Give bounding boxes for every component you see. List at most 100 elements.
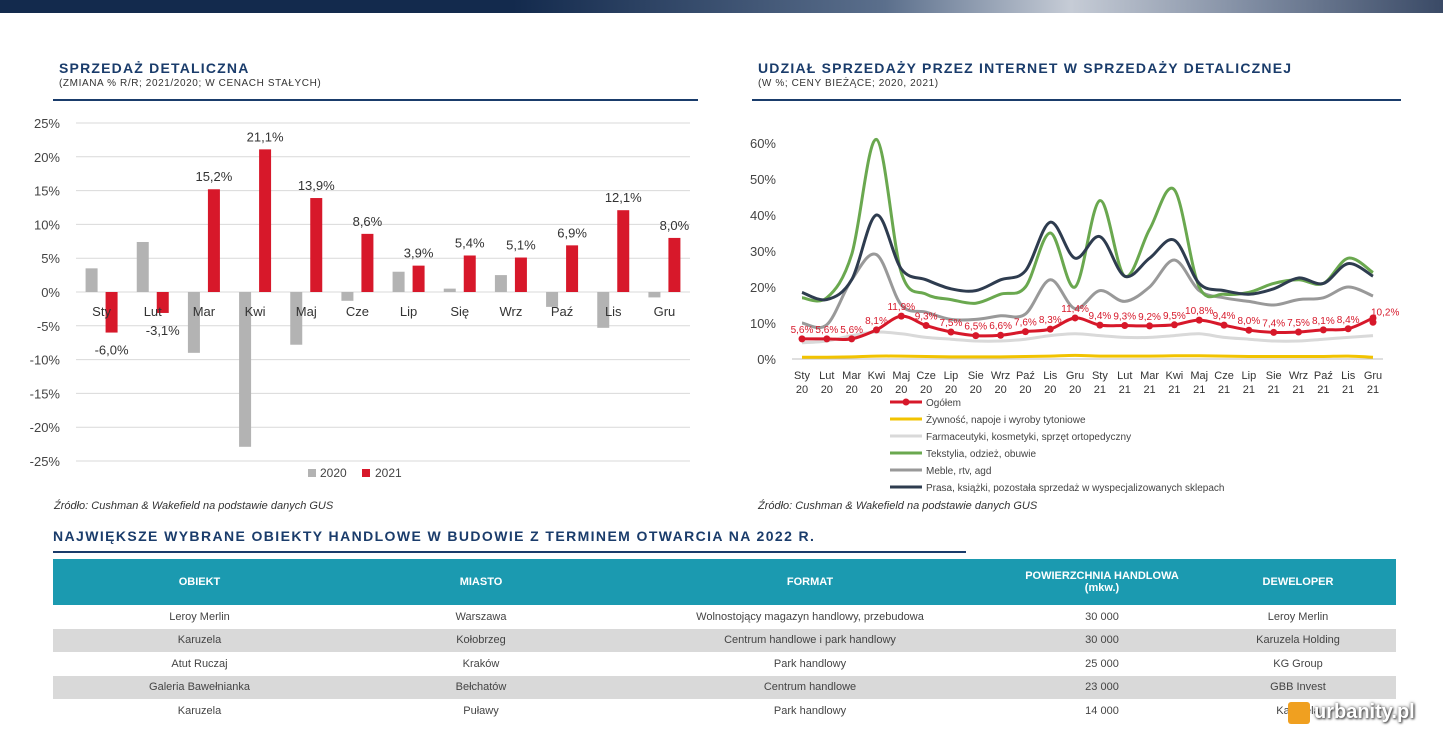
data-label-ogolem: 5,6% bbox=[791, 325, 814, 336]
x-tick-month: Gru bbox=[1066, 370, 1084, 382]
bar-2021 bbox=[361, 233, 374, 292]
cell-powierzchnia: 30 000 bbox=[1085, 610, 1119, 623]
retail-sales-bar-chart: 25% 20% 15% 10% 5% 0% -5% -10% -15% -20% -25% Sty -6… bbox=[30, 116, 690, 480]
point-ogolem bbox=[1344, 325, 1352, 333]
x-tick-month: Gru bbox=[1364, 370, 1382, 382]
x-tick-label: Gru bbox=[654, 304, 676, 319]
bar-2020 bbox=[85, 268, 98, 292]
cell-powierzchnia: 25 000 bbox=[1085, 657, 1119, 670]
x-tick-label: Paź bbox=[551, 304, 573, 319]
point-ogolem bbox=[997, 331, 1005, 339]
x-tick-month: Lut bbox=[819, 370, 834, 382]
bar-2020 bbox=[494, 275, 507, 292]
point-ogolem bbox=[1170, 321, 1178, 329]
data-label-2021: 5,1% bbox=[506, 238, 536, 253]
y-tick-label: 0% bbox=[41, 285, 60, 300]
x-tick-year: 20 bbox=[920, 384, 932, 396]
bar-2020 bbox=[136, 241, 149, 292]
cell-format: Park handlowy bbox=[773, 657, 847, 670]
bar-2020 bbox=[648, 292, 661, 298]
table-header-row: OBIEKT MIASTO FORMAT POWIERZCHNIA HANDLO… bbox=[53, 559, 1396, 605]
bar-2020 bbox=[187, 292, 200, 353]
data-label-2021: 6,9% bbox=[557, 225, 587, 240]
line-series bbox=[801, 213, 1374, 302]
point-ogolem bbox=[1121, 322, 1129, 330]
header-banner bbox=[0, 0, 1443, 13]
x-tick-month: Cze bbox=[916, 370, 936, 382]
table-row: Galeria Bawełnianka Bełchatów Centrum ha… bbox=[53, 675, 1396, 699]
data-label-ogolem: 9,4% bbox=[1213, 311, 1236, 322]
bar-2020 bbox=[443, 288, 456, 292]
bar-2021 bbox=[566, 245, 579, 292]
cell-obiekt: Atut Ruczaj bbox=[171, 657, 228, 670]
header-format: FORMAT bbox=[616, 559, 1004, 605]
cell-obiekt: Leroy Merlin bbox=[169, 610, 230, 623]
point-ogolem bbox=[972, 332, 980, 340]
data-label-ogolem: 5,6% bbox=[840, 325, 863, 336]
line-series bbox=[801, 137, 1374, 305]
x-tick-year: 21 bbox=[1094, 384, 1106, 396]
table-title: NAJWIĘKSZE WYBRANE OBIEKTY HANDLOWE W BU… bbox=[53, 528, 816, 544]
cell-format: Wolnostojący magazyn handlowy, przebudow… bbox=[696, 610, 924, 623]
y-tick-label: -25% bbox=[30, 454, 61, 469]
legend-label-2020: 2020 bbox=[320, 466, 347, 480]
bar-2021 bbox=[105, 292, 118, 333]
point-ogolem bbox=[1220, 321, 1228, 329]
cell-format: Centrum handlowe bbox=[616, 675, 1004, 699]
x-tick-label: Lis bbox=[605, 304, 622, 319]
bar-2021 bbox=[514, 257, 527, 292]
x-tick-year: 21 bbox=[1119, 384, 1131, 396]
cell-obiekt: Karuzela bbox=[53, 628, 346, 652]
line-series bbox=[801, 252, 1374, 330]
header-obiekt: OBIEKT bbox=[53, 559, 346, 605]
x-tick-month: Sty bbox=[794, 370, 810, 382]
y-tick-label: 15% bbox=[34, 184, 60, 199]
header-photo bbox=[513, 0, 1443, 13]
x-tick-month: Mar bbox=[842, 370, 861, 382]
cell-deweloper: GBB Invest bbox=[1200, 675, 1396, 699]
x-tick-year: 21 bbox=[1268, 384, 1280, 396]
data-label-ogolem: 6,5% bbox=[964, 322, 987, 333]
cell-format: Centrum handlowe i park handlowy bbox=[616, 628, 1004, 652]
x-tick-month: Maj bbox=[1190, 370, 1208, 382]
bar-2020 bbox=[392, 271, 405, 292]
y-tick-label: 5% bbox=[41, 251, 60, 266]
x-tick-year: 20 bbox=[821, 384, 833, 396]
x-tick-year: 21 bbox=[1218, 384, 1230, 396]
x-tick-month: Mar bbox=[1140, 370, 1159, 382]
y-tick-label: 30% bbox=[750, 244, 776, 259]
point-ogolem bbox=[897, 312, 905, 320]
y-tick-label: -10% bbox=[30, 353, 61, 368]
line-series bbox=[801, 330, 1374, 345]
y-tick-label: -20% bbox=[30, 420, 61, 435]
legend-marker bbox=[902, 398, 910, 406]
urbanity-logo-icon bbox=[1288, 702, 1310, 724]
x-tick-year: 21 bbox=[1168, 384, 1180, 396]
point-ogolem bbox=[823, 335, 831, 343]
legend-label: Prasa, książki, pozostała sprzedaż w wys… bbox=[926, 483, 1224, 494]
data-label-ogolem: 8,4% bbox=[1337, 315, 1360, 326]
data-label-2021: 12,1% bbox=[605, 190, 642, 205]
point-ogolem bbox=[798, 335, 806, 343]
y-tick-label: 20% bbox=[750, 280, 776, 295]
right-chart-title: UDZIAŁ SPRZEDAŻY PRZEZ INTERNET W SPRZED… bbox=[758, 60, 1293, 76]
x-tick-year: 20 bbox=[870, 384, 882, 396]
point-ogolem bbox=[848, 335, 856, 343]
data-label-ogolem: 11,9% bbox=[887, 302, 915, 313]
y-tick-label: 60% bbox=[750, 136, 776, 151]
data-label-ogolem: 9,3% bbox=[1113, 312, 1136, 323]
bar-2021 bbox=[310, 198, 323, 292]
x-tick-year: 20 bbox=[1044, 384, 1056, 396]
x-tick-year: 21 bbox=[1243, 384, 1255, 396]
bar-2020 bbox=[341, 292, 354, 301]
left-chart-title: SPRZEDAŻ DETALICZNA bbox=[59, 60, 250, 76]
x-tick-label: Lut bbox=[144, 304, 162, 319]
x-tick-month: Kwi bbox=[1166, 370, 1184, 382]
x-tick-year: 21 bbox=[1193, 384, 1205, 396]
right-chart-subtitle: (W %; CENY BIEŻĄCE; 2020, 2021) bbox=[758, 78, 939, 89]
bar-2021 bbox=[412, 265, 425, 292]
data-label-2021: -3,1% bbox=[146, 323, 180, 338]
cell-miasto: Warszawa bbox=[455, 610, 507, 623]
point-ogolem-last bbox=[1369, 318, 1377, 326]
line-series bbox=[801, 353, 1374, 359]
